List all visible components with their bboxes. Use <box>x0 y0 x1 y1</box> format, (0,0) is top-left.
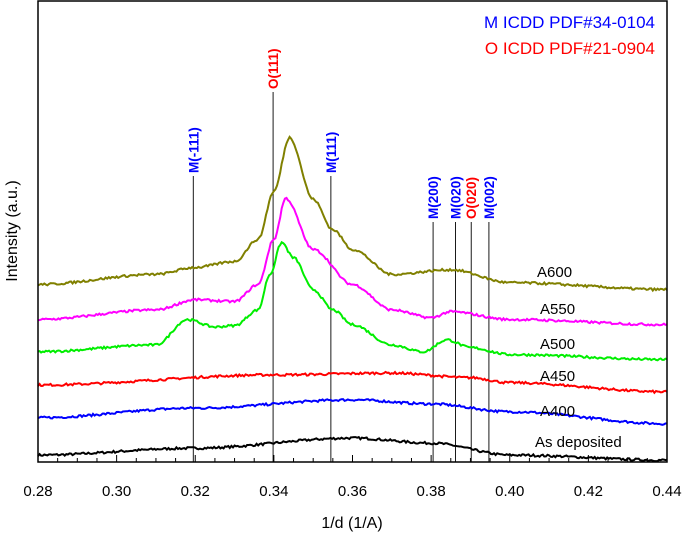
series-line <box>37 370 668 395</box>
y-axis-label: Intensity (a.u.) <box>4 180 21 281</box>
series-line <box>37 240 668 362</box>
reference-label: O(111) <box>266 48 281 89</box>
x-tick-label: 0.40 <box>495 483 524 500</box>
series-label: A550 <box>540 301 575 318</box>
reference-label: O(020) <box>464 177 479 219</box>
series-line <box>37 196 668 327</box>
reference-label: M(020) <box>448 176 463 219</box>
x-tick-label: 0.36 <box>338 483 367 500</box>
series-line <box>37 435 668 463</box>
reference-label: M(-111) <box>186 127 201 173</box>
legend-entry-m: M ICDD PDF#34-0104 <box>484 13 655 32</box>
x-tick-label: 0.44 <box>652 483 681 500</box>
x-tick-label: 0.38 <box>417 483 446 500</box>
reference-label: M(200) <box>426 176 441 219</box>
x-tick-label: 0.32 <box>181 483 210 500</box>
x-tick-label: 0.30 <box>102 483 131 500</box>
series-label: A600 <box>537 264 572 281</box>
series-label: A450 <box>540 368 575 385</box>
series-line <box>37 398 668 426</box>
x-tick-label: 0.28 <box>23 483 52 500</box>
series-line <box>37 135 668 293</box>
series-label: As deposited <box>535 434 622 451</box>
x-axis-label: 1/d (1/A) <box>321 515 382 532</box>
reference-label: M(111) <box>324 132 339 173</box>
series-label: A400 <box>540 403 575 420</box>
x-tick-label: 0.34 <box>259 483 288 500</box>
plot-frame <box>37 0 668 463</box>
x-tick-label: 0.42 <box>574 483 603 500</box>
series-label: A500 <box>540 336 575 353</box>
reference-label: M(002) <box>482 176 497 219</box>
legend-entry-o: O ICDD PDF#21-0904 <box>485 39 655 58</box>
